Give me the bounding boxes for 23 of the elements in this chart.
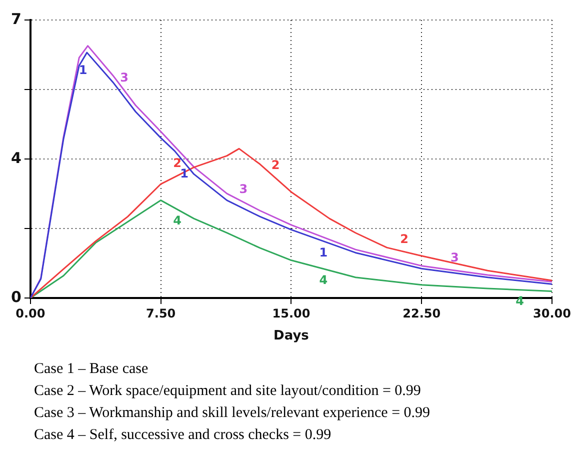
x-tick-label: 22.50 — [402, 306, 441, 320]
x-tick-label: 0.00 — [16, 306, 46, 320]
text: Case 1 – Base case — [34, 360, 150, 379]
text: 3 — [450, 250, 459, 265]
text: 3 — [239, 182, 248, 196]
series-label: 3 — [120, 70, 128, 85]
text: Case 4 – Self, successive and cross checks = 0.99 — [34, 426, 332, 445]
x-tick-label: 7.50 — [146, 306, 176, 320]
text: 1 — [78, 63, 88, 78]
y-tick-label: 7 — [11, 10, 22, 28]
text: 4 — [319, 272, 328, 287]
text: 2 — [173, 156, 182, 170]
x-axis-title: Days — [274, 328, 310, 344]
text: 1 — [319, 245, 328, 260]
series-label: 4 — [173, 214, 182, 228]
text: Case 3 – Workmanship and skill levels/relevant experience = 0.99 — [34, 404, 432, 423]
y-tick-label: 4 — [11, 148, 22, 167]
text: Case 2 – Work space/equipment and site layout/condition = 0.99 — [34, 382, 422, 401]
text: 2 — [400, 232, 408, 246]
series-label: 2 — [271, 158, 280, 172]
y-tick-label: 0 — [11, 288, 22, 306]
x-tick-label: 30.00 — [533, 306, 572, 320]
x-tick-label: 15.00 — [272, 306, 310, 320]
